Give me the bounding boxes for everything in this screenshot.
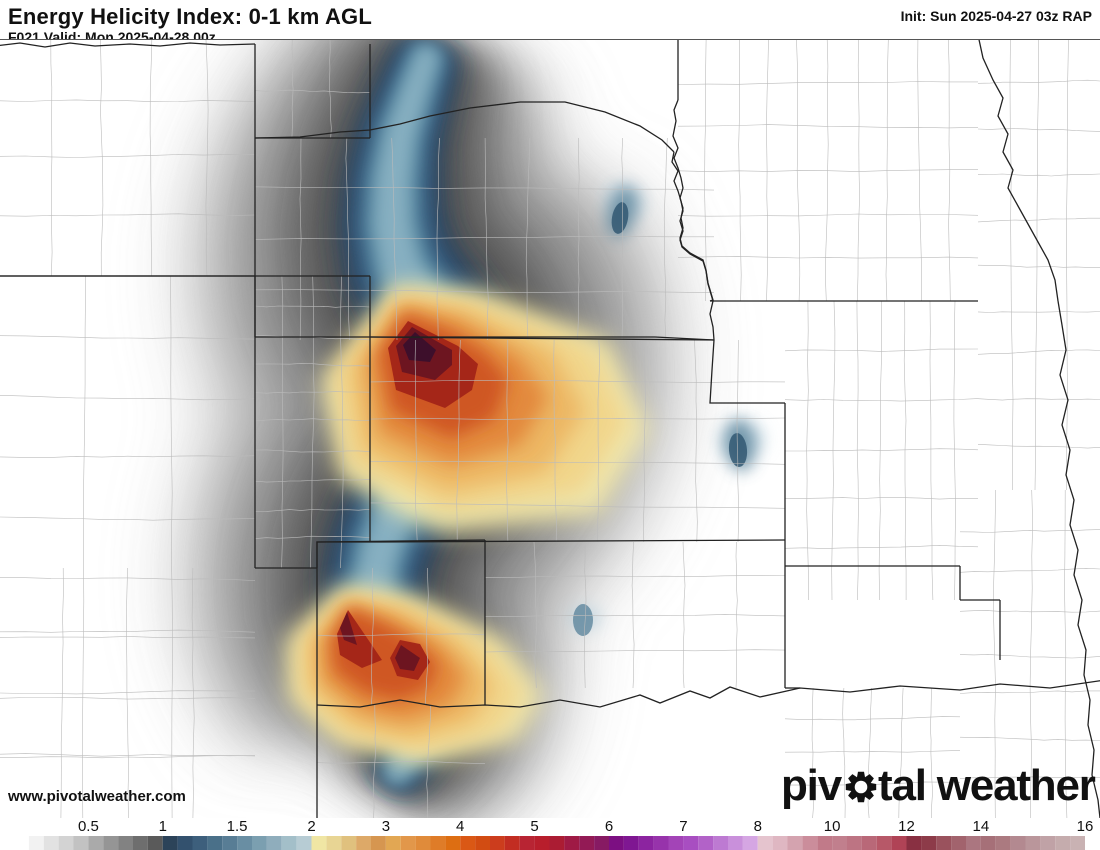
svg-text:6: 6: [605, 818, 613, 835]
svg-text:5: 5: [530, 818, 538, 835]
svg-text:8: 8: [754, 818, 762, 835]
svg-text:10: 10: [824, 818, 841, 835]
svg-text:14: 14: [973, 818, 990, 835]
svg-text:piv: piv: [781, 764, 843, 810]
svg-text:1: 1: [159, 818, 167, 835]
svg-text:4: 4: [456, 818, 464, 835]
svg-text:3: 3: [382, 818, 390, 835]
svg-text:1.5: 1.5: [227, 818, 248, 835]
svg-text:tal weather: tal weather: [878, 764, 1096, 810]
svg-text:0.5: 0.5: [78, 818, 99, 835]
svg-text:2: 2: [307, 818, 315, 835]
svg-text:12: 12: [898, 818, 915, 835]
svg-text:7: 7: [679, 818, 687, 835]
svg-text:16: 16: [1077, 818, 1094, 835]
